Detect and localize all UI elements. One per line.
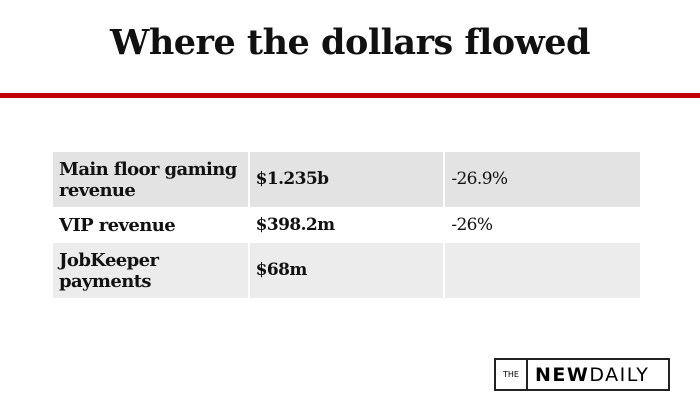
row-label: VIP revenue: [53, 208, 250, 242]
row-amount: $398.2m: [248, 208, 446, 242]
row-amount: $68m: [248, 242, 446, 299]
newdaily-logo: THE NEWDAILY: [494, 358, 670, 391]
logo-wordmark: NEWDAILY: [528, 364, 649, 386]
table-row: JobKeeper payments $68m: [53, 242, 640, 299]
table-row: VIP revenue $398.2m -26%: [53, 208, 640, 242]
row-change: [444, 242, 640, 299]
row-amount: $1.235b: [248, 152, 446, 208]
table-row: Main floor gaming revenue $1.235b -26.9%: [53, 152, 640, 208]
row-label: Main floor gaming revenue: [53, 152, 250, 208]
row-change: -26.9%: [444, 152, 640, 208]
page-title: Where the dollars flowed: [110, 22, 590, 63]
logo-daily: DAILY: [589, 363, 650, 386]
logo-the: THE: [496, 360, 528, 389]
red-divider: [0, 93, 700, 98]
logo-new: NEW: [535, 363, 590, 386]
row-label: JobKeeper payments: [53, 242, 250, 299]
row-change: -26%: [444, 208, 640, 242]
data-table: Main floor gaming revenue $1.235b -26.9%…: [53, 152, 640, 300]
